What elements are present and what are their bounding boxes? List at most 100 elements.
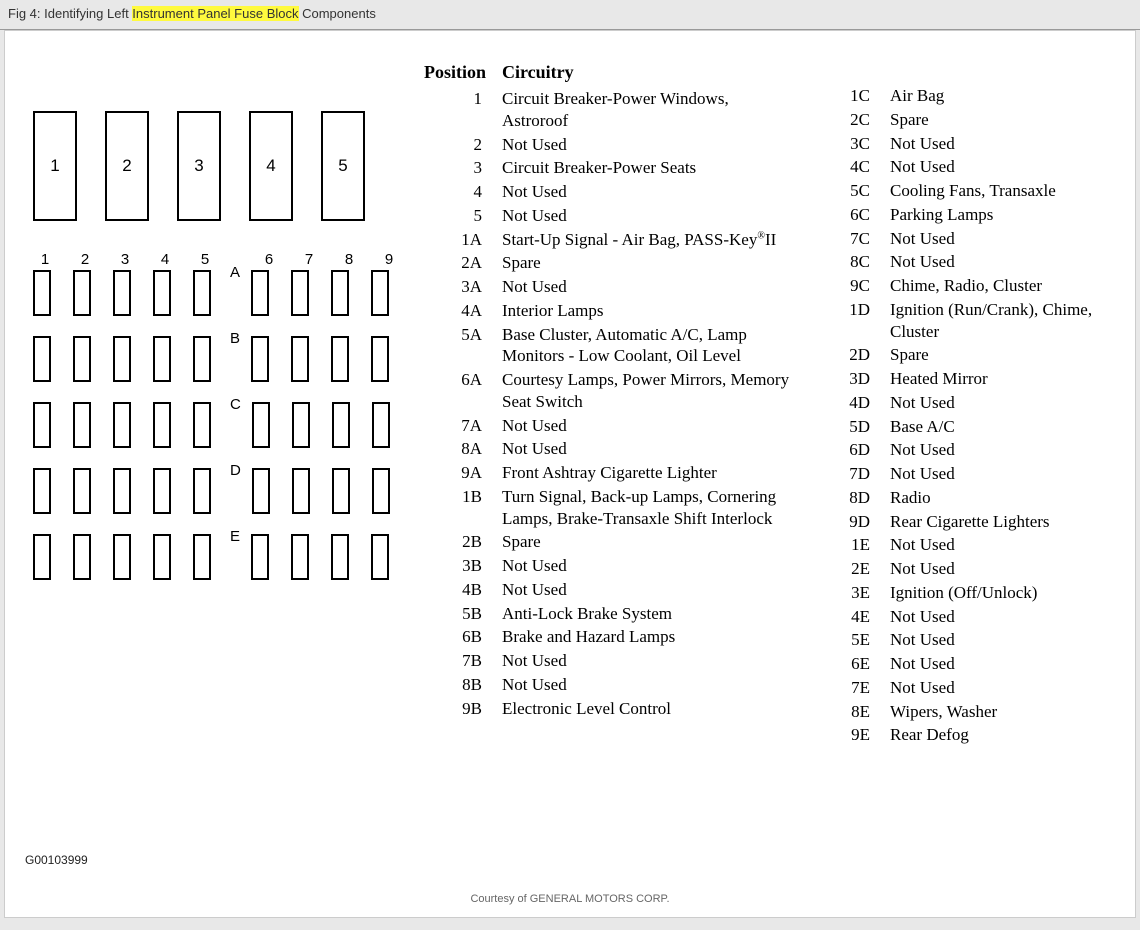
cell-description: Not Used bbox=[890, 653, 1130, 675]
fuse-slot bbox=[153, 468, 171, 514]
cell-description: Not Used bbox=[502, 134, 802, 156]
cell-description: Not Used bbox=[502, 415, 802, 437]
cell-position: 4 bbox=[424, 181, 502, 203]
row-label: E bbox=[230, 528, 240, 545]
table-row: 2DSpare bbox=[830, 344, 1130, 366]
row-label: D bbox=[230, 462, 241, 479]
fuse-slot bbox=[33, 402, 51, 448]
cell-description: Not Used bbox=[502, 674, 802, 696]
fuse-slot bbox=[33, 270, 51, 316]
cell-description: Radio bbox=[890, 487, 1130, 509]
table-row: 1BTurn Signal, Back-up Lamps, Cornering … bbox=[424, 486, 802, 530]
table-row: 3CNot Used bbox=[830, 133, 1130, 155]
column-label: 6 bbox=[249, 251, 289, 268]
cell-position: 9B bbox=[424, 698, 502, 720]
cell-position: 7C bbox=[830, 228, 890, 250]
cell-position: 1D bbox=[830, 299, 890, 321]
table-row: 2BSpare bbox=[424, 531, 802, 553]
fuse-block-diagram: 12345 123456789 ABCDE bbox=[23, 111, 418, 600]
cell-description: Spare bbox=[890, 109, 1130, 131]
table-row: 3Circuit Breaker-Power Seats bbox=[424, 157, 802, 179]
fuse-slot bbox=[153, 534, 171, 580]
fuse-slot bbox=[252, 468, 270, 514]
cell-position: 8A bbox=[424, 438, 502, 460]
cell-description: Air Bag bbox=[890, 85, 1130, 107]
cell-description: Base A/C bbox=[890, 416, 1130, 438]
cell-description: Front Ashtray Cigarette Lighter bbox=[502, 462, 802, 484]
cell-description: Not Used bbox=[890, 251, 1130, 273]
fuse-slot bbox=[73, 468, 91, 514]
fuse-slot bbox=[331, 534, 349, 580]
row-label: C bbox=[230, 396, 241, 413]
fuse-row: D bbox=[23, 468, 418, 514]
cell-description: Courtesy Lamps, Power Mirrors, Memory Se… bbox=[502, 369, 802, 413]
table-row: 6CParking Lamps bbox=[830, 204, 1130, 226]
cell-description: Not Used bbox=[890, 439, 1130, 461]
fuse-slot bbox=[153, 270, 171, 316]
cell-description: Not Used bbox=[890, 606, 1130, 628]
fuse-slot bbox=[251, 336, 269, 382]
column-label: 9 bbox=[369, 251, 409, 268]
cell-description: Not Used bbox=[890, 228, 1130, 250]
table-row: 3BNot Used bbox=[424, 555, 802, 577]
cell-position: 5 bbox=[424, 205, 502, 227]
cell-position: 2B bbox=[424, 531, 502, 553]
fuse-slot bbox=[193, 468, 211, 514]
table-row: 8EWipers, Washer bbox=[830, 701, 1130, 723]
table-row: 7BNot Used bbox=[424, 650, 802, 672]
table-row: 2Not Used bbox=[424, 134, 802, 156]
cell-description: Base Cluster, Automatic A/C, Lamp Monito… bbox=[502, 324, 802, 368]
cell-description: Not Used bbox=[502, 579, 802, 601]
cell-description: Ignition (Run/Crank), Chime, Cluster bbox=[890, 299, 1130, 343]
fuse-slot bbox=[371, 336, 389, 382]
cell-position: 3C bbox=[830, 133, 890, 155]
cell-position: 2E bbox=[830, 558, 890, 580]
table-row: 8CNot Used bbox=[830, 251, 1130, 273]
column-label: 1 bbox=[25, 251, 65, 268]
cell-position: 7E bbox=[830, 677, 890, 699]
fuse-rows: ABCDE bbox=[23, 270, 418, 580]
fuse-slot bbox=[33, 336, 51, 382]
cell-description: Rear Defog bbox=[890, 724, 1130, 746]
cell-description: Parking Lamps bbox=[890, 204, 1130, 226]
table-row: 4AInterior Lamps bbox=[424, 300, 802, 322]
table-row: 5ABase Cluster, Automatic A/C, Lamp Moni… bbox=[424, 324, 802, 368]
cell-position: 5C bbox=[830, 180, 890, 202]
table-row: 1AStart-Up Signal - Air Bag, PASS-Key®II bbox=[424, 229, 802, 251]
figure-caption: Fig 4: Identifying Left Instrument Panel… bbox=[0, 0, 1140, 30]
cell-description: Not Used bbox=[890, 156, 1130, 178]
table-row: 9ERear Defog bbox=[830, 724, 1130, 746]
cell-position: 5B bbox=[424, 603, 502, 625]
table-row: 4BNot Used bbox=[424, 579, 802, 601]
fuse-slot bbox=[193, 270, 211, 316]
cell-position: 4A bbox=[424, 300, 502, 322]
cell-position: 5D bbox=[830, 416, 890, 438]
table-row: 5Not Used bbox=[424, 205, 802, 227]
fuse-slot bbox=[371, 534, 389, 580]
cell-description: Cooling Fans, Transaxle bbox=[890, 180, 1130, 202]
table-row: 3ANot Used bbox=[424, 276, 802, 298]
fuse-slot bbox=[292, 468, 310, 514]
cell-description: Interior Lamps bbox=[502, 300, 802, 322]
fuse-row: B bbox=[23, 336, 418, 382]
cell-description: Not Used bbox=[890, 133, 1130, 155]
fuse-slot bbox=[73, 336, 91, 382]
table-row: 9DRear Cigarette Lighters bbox=[830, 511, 1130, 533]
table-row: 6ACourtesy Lamps, Power Mirrors, Memory … bbox=[424, 369, 802, 413]
table-row: 8DRadio bbox=[830, 487, 1130, 509]
breaker-slot: 2 bbox=[105, 111, 149, 221]
table-row: 7DNot Used bbox=[830, 463, 1130, 485]
cell-position: 1A bbox=[424, 229, 502, 251]
cell-description: Spare bbox=[890, 344, 1130, 366]
row-label: A bbox=[230, 264, 240, 281]
fuse-slot bbox=[252, 402, 270, 448]
header-position: Position bbox=[424, 61, 502, 84]
cell-position: 3E bbox=[830, 582, 890, 604]
fuse-slot bbox=[291, 270, 309, 316]
circuit-table: Position Circuitry 1Circuit Breaker-Powe… bbox=[424, 61, 1130, 748]
table-row: 5DBase A/C bbox=[830, 416, 1130, 438]
cell-description: Rear Cigarette Lighters bbox=[890, 511, 1130, 533]
cell-description: Spare bbox=[502, 531, 802, 553]
column-label: 2 bbox=[65, 251, 105, 268]
cell-position: 8E bbox=[830, 701, 890, 723]
